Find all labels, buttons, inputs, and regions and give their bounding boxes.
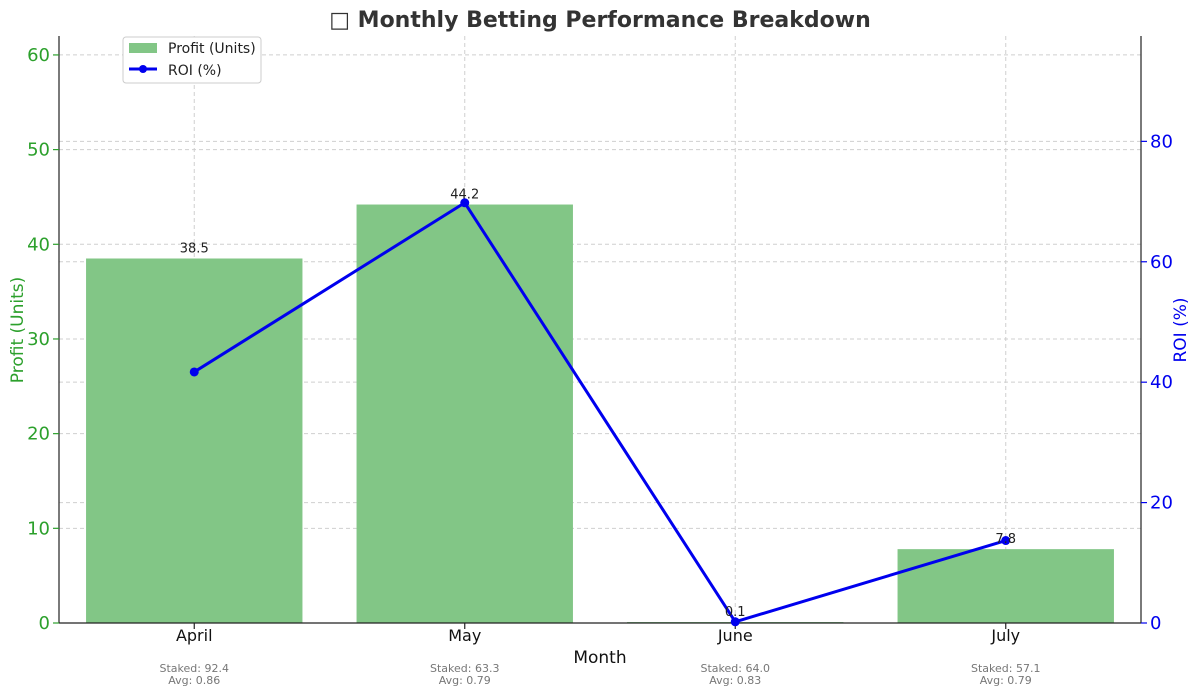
- avg-annotation: Avg: 0.86: [168, 674, 220, 687]
- y-axis-left-label: Profit (Units): [8, 277, 28, 383]
- legend-label-profit: Profit (Units): [168, 41, 256, 57]
- bar-profit-july: [897, 549, 1114, 623]
- roi-point-april: [189, 367, 199, 377]
- x-tick-label-july: July: [990, 626, 1020, 645]
- bar-profit-april: [86, 258, 303, 623]
- legend-swatch-roi-marker: [139, 65, 147, 73]
- x-tick-label-may: May: [448, 626, 481, 645]
- y-tick-left-label: 0: [39, 613, 50, 634]
- y-tick-left-label: 60: [27, 45, 50, 66]
- y-tick-left-label: 10: [27, 518, 50, 539]
- x-tick-label-april: April: [176, 626, 213, 645]
- bar-value-label: 38.5: [180, 241, 209, 256]
- x-axis-label: Month: [573, 648, 626, 668]
- avg-annotation: Avg: 0.83: [709, 674, 761, 687]
- avg-annotation: Avg: 0.79: [439, 674, 491, 687]
- x-tick-label-june: June: [717, 626, 753, 645]
- y-tick-left-label: 40: [27, 234, 50, 255]
- roi-point-may: [460, 198, 470, 208]
- staked-annotation: Staked: 57.1: [971, 662, 1040, 675]
- staked-annotation: Staked: 63.3: [430, 662, 499, 675]
- bars-layer: [86, 204, 1114, 623]
- staked-annotation: Staked: 92.4: [160, 662, 229, 675]
- bar-value-label: 0.1: [725, 605, 746, 620]
- avg-annotation: Avg: 0.79: [980, 674, 1032, 687]
- legend-label-roi: ROI (%): [168, 63, 222, 79]
- legend-swatch-profit: [129, 43, 157, 53]
- y-tick-left-label: 50: [27, 140, 50, 161]
- y-tick-left-label: 30: [27, 329, 50, 350]
- y-tick-right-label: 40: [1150, 372, 1173, 393]
- legend: Profit (Units) ROI (%): [122, 36, 262, 84]
- y-tick-right-label: 20: [1150, 493, 1173, 514]
- axes-layer: 0 10 20 30 40 50 60 0 20 40 60 80 April May June July: [27, 36, 1173, 645]
- staked-annotation: Staked: 64.0: [701, 662, 770, 675]
- roi-line-layer: [189, 198, 1011, 627]
- y-tick-left-label: 20: [27, 424, 50, 445]
- bar-profit-may: [356, 204, 573, 623]
- y-axis-right-label: ROI (%): [1171, 297, 1191, 362]
- y-tick-right-label: 60: [1150, 252, 1173, 273]
- bar-value-label: 7.8: [995, 532, 1016, 547]
- y-tick-right-label: 80: [1150, 131, 1173, 152]
- chart-title: □ Monthly Betting Performance Breakdown: [329, 8, 871, 33]
- y-tick-right-label: 0: [1150, 613, 1161, 634]
- roi-point-july: [1001, 536, 1011, 546]
- legend-box: [122, 36, 262, 84]
- roi-line: [193, 201, 1007, 624]
- bar-value-label: 44.2: [450, 188, 479, 203]
- roi-point-june: [730, 617, 740, 627]
